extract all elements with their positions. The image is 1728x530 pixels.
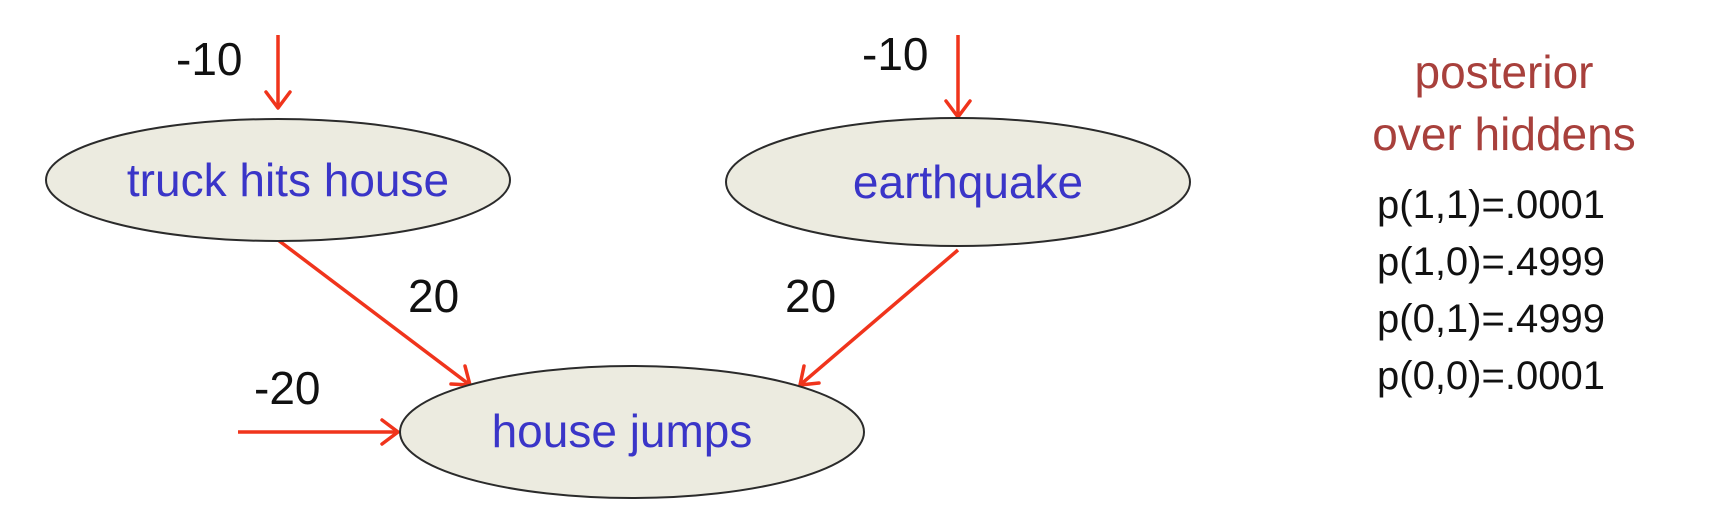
- node-truck-hits-house: truck hits house: [45, 118, 511, 242]
- weight-label-earthquake-to-house: 20: [785, 270, 836, 322]
- posterior-value: p(1,1)=.0001: [1377, 183, 1605, 227]
- posterior-value: p(1,0)=.4999: [1377, 240, 1605, 284]
- node-label-earthquake: earthquake: [853, 156, 1083, 208]
- posterior-panel: posterior over hiddens p(1,1)=.0001 p(1,…: [1372, 46, 1635, 398]
- node-label-truck: truck hits house: [127, 154, 449, 206]
- bias-arrow-house: [238, 418, 400, 446]
- posterior-title-line1: posterior: [1415, 46, 1594, 98]
- bias-label-truck: -10: [176, 33, 242, 85]
- node-label-house: house jumps: [492, 405, 753, 457]
- bias-label-earthquake: -10: [862, 28, 928, 80]
- posterior-title-line2: over hiddens: [1372, 108, 1635, 160]
- edge-earthquake-to-house: [798, 248, 960, 387]
- node-earthquake: earthquake: [725, 117, 1191, 247]
- posterior-value: p(0,0)=.0001: [1377, 354, 1605, 398]
- bias-arrow-truck: [264, 35, 292, 110]
- node-house-jumps: house jumps: [399, 365, 865, 499]
- weight-label-truck-to-house: 20: [408, 270, 459, 322]
- bias-arrow-earthquake: [944, 35, 972, 119]
- posterior-value: p(0,1)=.4999: [1377, 297, 1605, 341]
- bias-label-house: -20: [254, 362, 320, 414]
